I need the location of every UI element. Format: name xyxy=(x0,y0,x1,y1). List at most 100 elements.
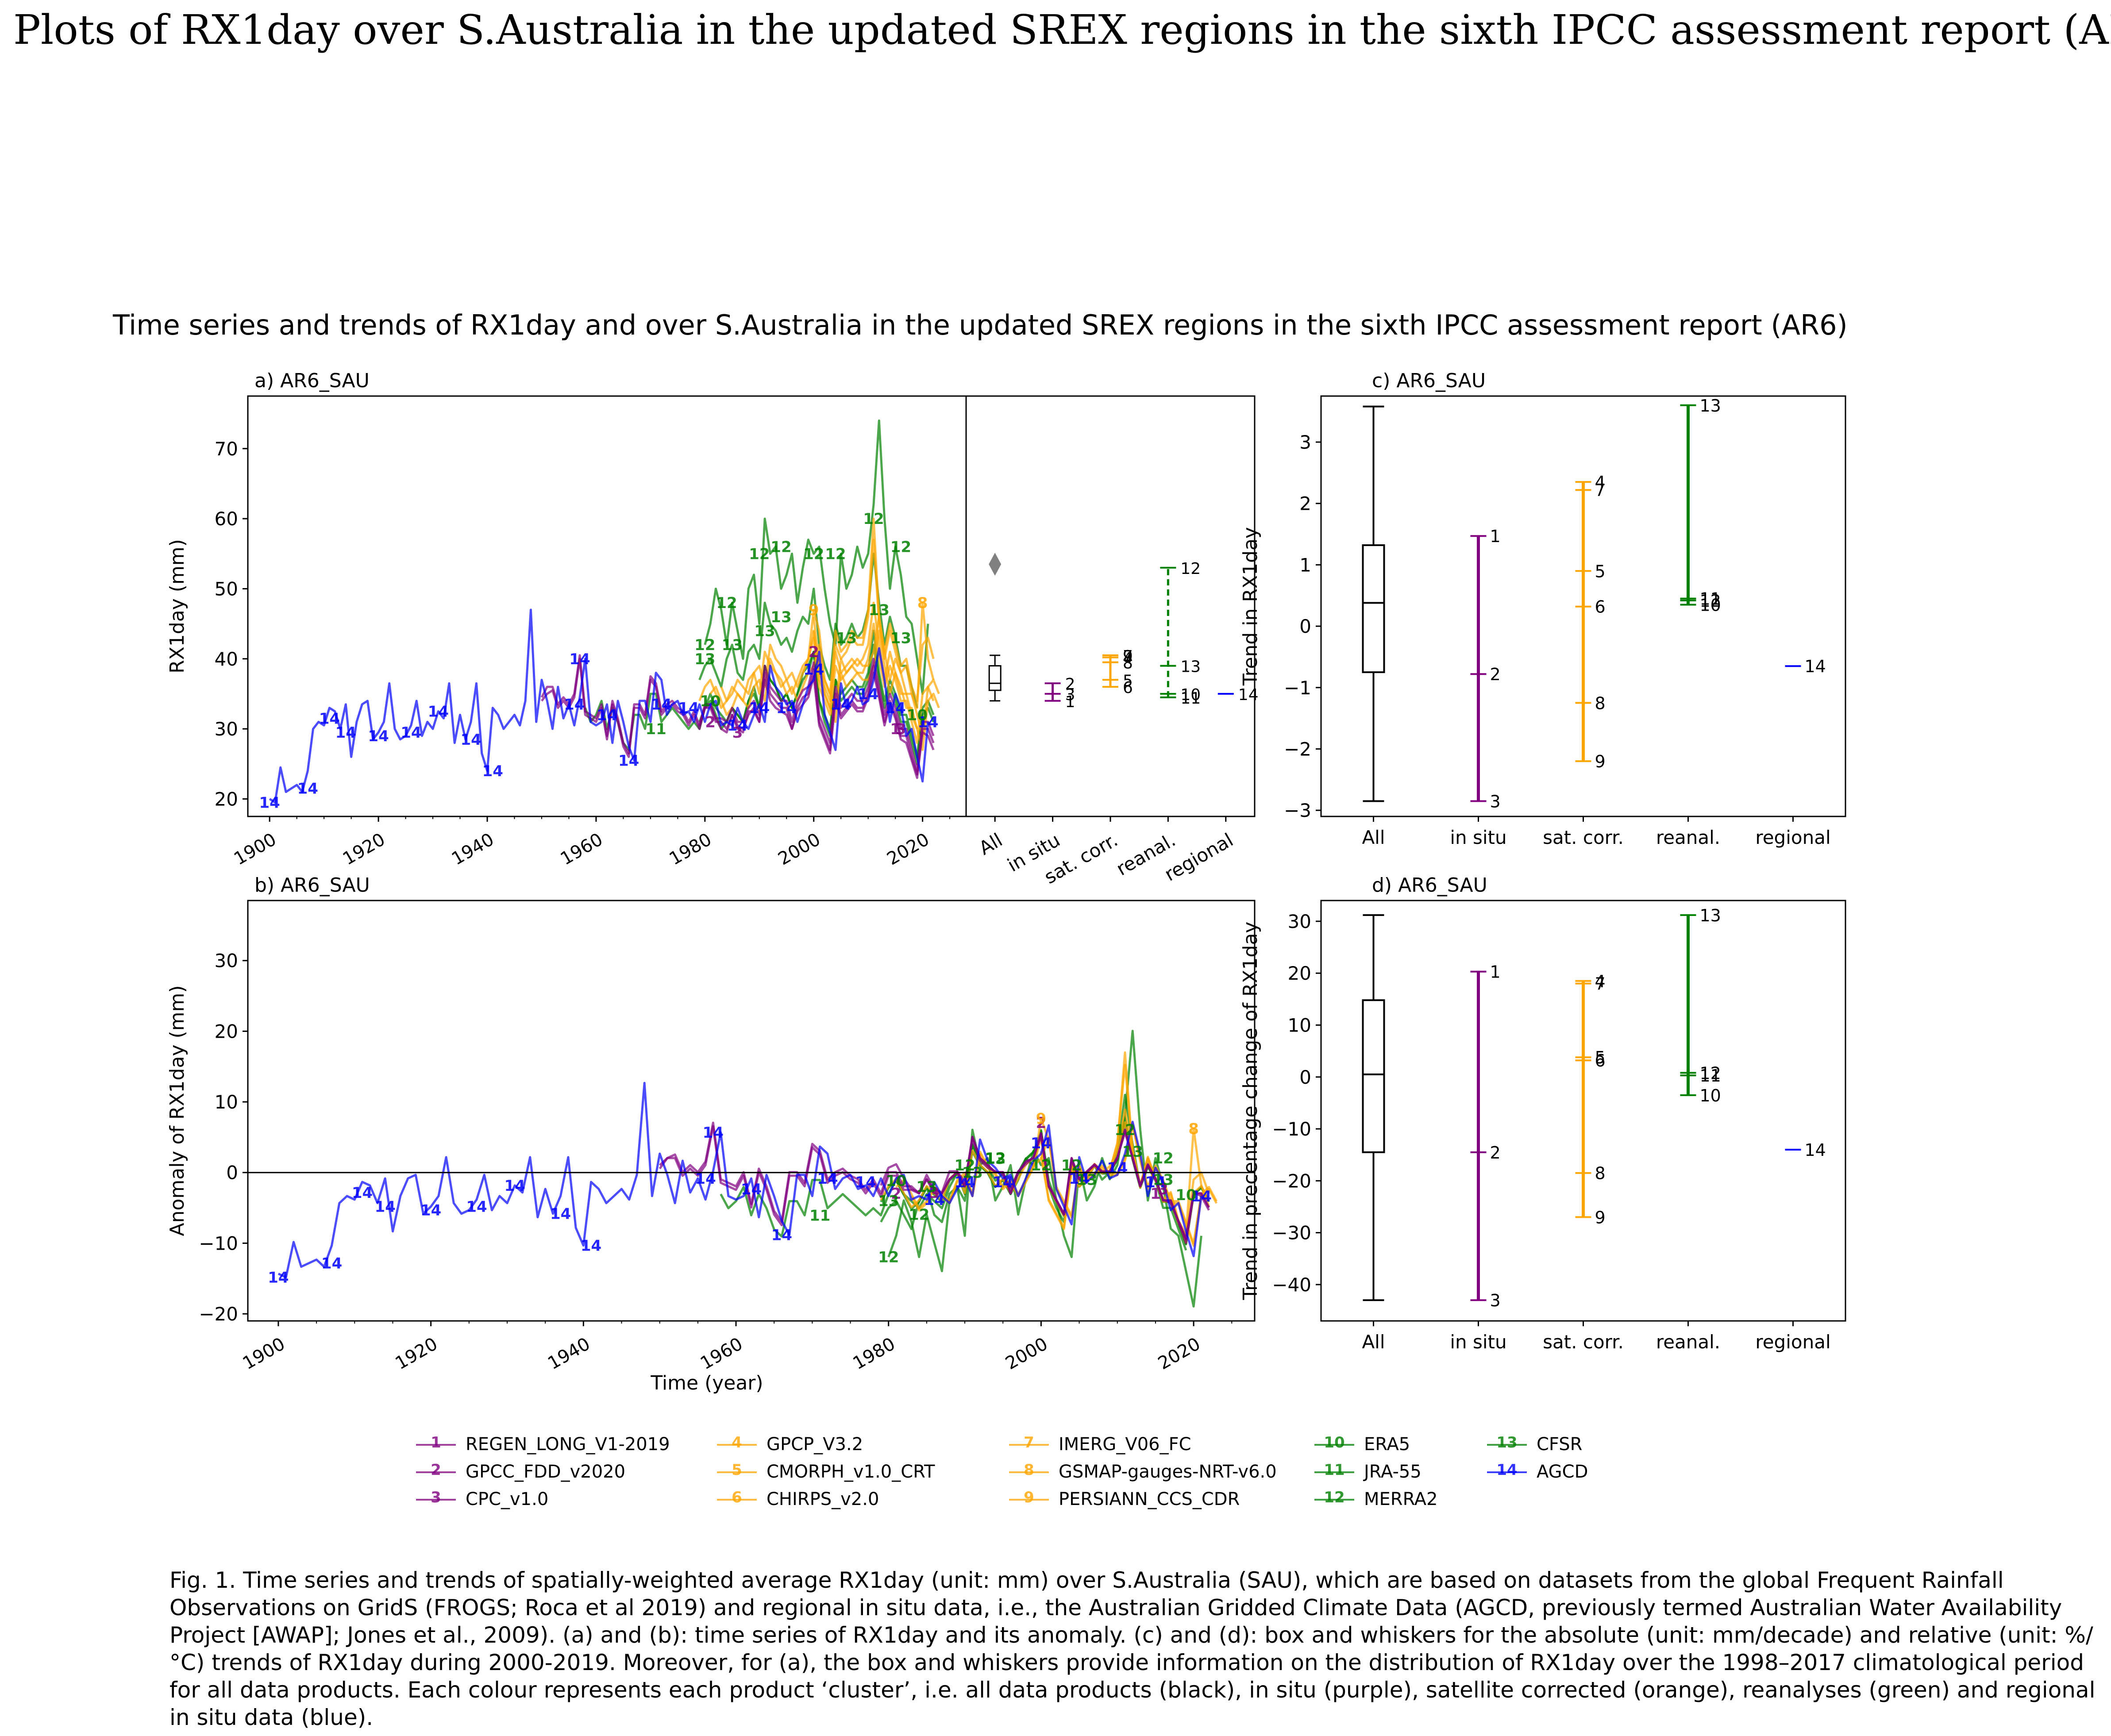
panel-b-xtick-label: 1940 xyxy=(544,1334,593,1374)
panel-a-title: a) AR6_SAU xyxy=(254,370,370,392)
panel-b-series-14-marker: 14 xyxy=(993,1174,1013,1191)
legend-line xyxy=(1314,1444,1354,1446)
panel-b-series-14-marker: 14 xyxy=(352,1184,373,1202)
panel-a-series-14-marker: 14 xyxy=(831,696,851,714)
panel-b-xtick-label: 1980 xyxy=(850,1334,899,1374)
legend-label: CPC_v1.0 xyxy=(466,1489,549,1509)
legend-swatch: 2 xyxy=(416,1459,456,1484)
panel-a-dist-tick-label-3: 3 xyxy=(1065,686,1075,704)
panel-a-series-14-marker: 14 xyxy=(678,700,699,717)
panel-a-dist-tick-label-6: 6 xyxy=(1123,679,1133,697)
panel-b-title: b) AR6_SAU xyxy=(254,874,370,897)
panel-a-series-12-marker: 12 xyxy=(716,594,737,612)
panel-d-ytick-label: 10 xyxy=(1288,1014,1311,1036)
panel-d-ytick-label: −10 xyxy=(1272,1118,1311,1140)
panel-a-series-3-marker: 3 xyxy=(896,720,906,738)
legend-line xyxy=(416,1471,456,1473)
panel-a-series-13-marker: 13 xyxy=(722,636,743,654)
legend-item-8: 8 GSMAP-gauges-NRT-v6.0 xyxy=(1009,1459,1277,1484)
legend-line xyxy=(717,1499,757,1501)
panel-b-series-14-marker: 14 xyxy=(1191,1188,1212,1205)
panel-a-series-12-marker: 12 xyxy=(825,545,846,563)
panel-a-series-14-marker: 14 xyxy=(564,696,585,714)
legend-item-5: 5 CMORPH_v1.0_CRT xyxy=(717,1459,935,1484)
legend-label: CFSR xyxy=(1537,1434,1583,1455)
legend-item-3: 3 CPC_v1.0 xyxy=(416,1487,548,1512)
panel-b-series-14-marker: 14 xyxy=(1031,1135,1052,1152)
legend-swatch: 1 xyxy=(416,1432,456,1457)
legend-swatch: 9 xyxy=(1009,1487,1049,1512)
panel-b-series-12-marker: 12 xyxy=(1061,1157,1082,1174)
panel-d-tick-label-2: 2 xyxy=(1490,1143,1501,1162)
panel-a-dist-tick-label-1: 1 xyxy=(1065,693,1075,711)
legend-item-4: 4 GPCP_V3.2 xyxy=(717,1432,863,1457)
panel-c-tick-label-12: 12 xyxy=(1700,591,1721,611)
panel-a-xtick-label: 1980 xyxy=(666,829,715,870)
legend-swatch: 8 xyxy=(1009,1459,1049,1484)
panel-a-series-14-marker: 14 xyxy=(460,731,481,749)
panel-d-title: d) AR6_SAU xyxy=(1372,874,1487,897)
panel-a-ytick-label: 20 xyxy=(215,788,238,810)
panel-b-series-12-marker: 12 xyxy=(878,1249,899,1266)
panel-b-series-14-marker: 14 xyxy=(550,1205,571,1223)
panel-b-series-14-marker: 14 xyxy=(321,1255,342,1272)
panel-a-series-12-marker: 12 xyxy=(863,510,884,528)
panel-a-series-12-marker: 12 xyxy=(803,545,824,563)
legend-item-2: 2 GPCC_FDD_v2020 xyxy=(416,1459,625,1484)
legend-line xyxy=(1314,1471,1354,1473)
panel-d-tick-label-5: 5 xyxy=(1595,1048,1606,1067)
panel-a-series-13-marker: 13 xyxy=(836,629,857,647)
panel-a-all-box xyxy=(988,665,1002,691)
panel-d-tick-label-8: 8 xyxy=(1595,1164,1606,1183)
panel-a-series-14-marker: 14 xyxy=(727,717,748,735)
panel-a-dist-plot-frame xyxy=(965,395,1256,817)
legend: 1 REGEN_LONG_V1-2019 2 GPCC_FDD_v2020 3 CPC_v… xyxy=(416,1432,1611,1520)
panel-a-series-14-marker: 14 xyxy=(368,728,389,745)
panel-b-series-12-marker: 12 xyxy=(909,1206,929,1224)
legend-line xyxy=(416,1499,456,1501)
panel-a-series-12-line xyxy=(704,419,929,695)
legend-item-1: 1 REGEN_LONG_V1-2019 xyxy=(416,1432,670,1457)
panel-b-ytick-label: 10 xyxy=(215,1091,238,1113)
panel-a-dist-tick-label-13: 13 xyxy=(1180,658,1201,676)
panel-b-series-14-marker: 14 xyxy=(954,1174,975,1191)
legend-swatch: 4 xyxy=(717,1432,757,1457)
panel-b-series-10-marker: 10 xyxy=(1175,1186,1196,1204)
panel-b-series-14-marker: 14 xyxy=(466,1198,487,1216)
panel-b-series-14-marker: 14 xyxy=(581,1237,601,1255)
panel-b-series-14-marker: 14 xyxy=(1145,1174,1166,1191)
panel-b-series-10-marker: 10 xyxy=(886,1172,906,1190)
legend-line xyxy=(1487,1444,1527,1446)
legend-label: REGEN_LONG_V1-2019 xyxy=(466,1434,670,1455)
legend-label: ERA5 xyxy=(1364,1434,1410,1455)
panel-d-tick-label-12: 12 xyxy=(1700,1063,1721,1083)
panel-a-series-14-line xyxy=(269,608,929,804)
legend-swatch: 7 xyxy=(1009,1432,1049,1457)
legend-label: AGCD xyxy=(1537,1462,1588,1482)
panel-b-series-14-marker: 14 xyxy=(268,1269,289,1286)
panel-b-series-12-marker: 12 xyxy=(954,1157,975,1174)
panel-a-series-11-marker: 11 xyxy=(645,720,666,738)
panel-a-series-14-marker: 14 xyxy=(803,661,824,679)
panel-c-xtick-label: regional xyxy=(1755,827,1830,848)
panel-a-series-2-line xyxy=(540,654,935,772)
panel-a-series-13-marker: 13 xyxy=(754,622,775,640)
panel-d-ytick-label: −30 xyxy=(1272,1222,1311,1244)
panel-a-series-14-marker: 14 xyxy=(618,752,639,770)
panel-c-tick-label-14: 14 xyxy=(1805,657,1826,676)
panel-d-ytick-label: −20 xyxy=(1272,1170,1311,1192)
panel-b-xtick-label: 1960 xyxy=(697,1334,746,1374)
panel-a-dist-tick-label-2: 2 xyxy=(1065,675,1075,693)
panel-b-series-8-marker: 8 xyxy=(1188,1120,1199,1138)
legend-number: 2 xyxy=(431,1461,441,1479)
panel-c-tick-label-3: 3 xyxy=(1490,792,1501,811)
panel-b-xtick-label: 2000 xyxy=(1002,1334,1051,1374)
panel-d-tick-label-14: 14 xyxy=(1805,1140,1826,1160)
panel-b-series-3-marker: 3 xyxy=(1158,1181,1168,1198)
panel-a-dist-tick-label-9: 9 xyxy=(1123,647,1133,666)
panel-a-series-14-marker: 14 xyxy=(297,780,318,798)
panel-d-ytick-label: 0 xyxy=(1299,1066,1311,1088)
panel-c-xtick-label: All xyxy=(1362,827,1385,848)
legend-swatch: 6 xyxy=(717,1487,757,1512)
panel-a-series-12-marker: 12 xyxy=(770,538,791,556)
